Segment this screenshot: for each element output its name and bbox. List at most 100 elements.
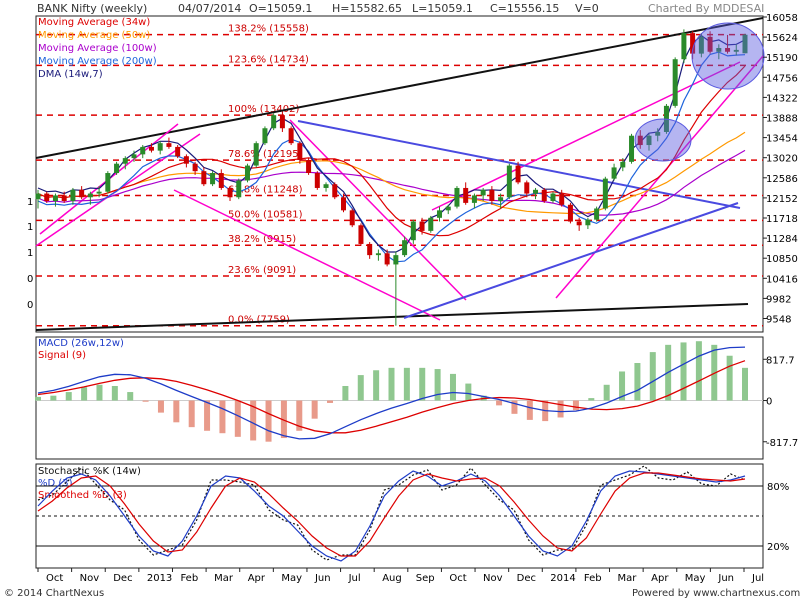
candle-body <box>61 195 67 202</box>
candle-body <box>454 187 460 207</box>
macd-histogram-bar <box>50 395 57 401</box>
macd-histogram-bar <box>434 369 441 401</box>
y-tick-label: 15624 <box>766 33 798 44</box>
macd-histogram-bar <box>496 400 503 406</box>
x-tick-label: 2014 <box>550 573 575 584</box>
ma-legend: Moving Average (34w) Moving Average (50w… <box>38 17 157 80</box>
macd-histogram-bar <box>726 355 733 401</box>
upper-channel-line <box>35 17 764 159</box>
macd-histogram-bar <box>81 387 88 401</box>
candle-body <box>725 48 731 52</box>
macd-histogram-bar <box>742 367 748 401</box>
macd-y-label: 0 <box>766 397 772 408</box>
y-tick-label: 16058 <box>766 13 798 24</box>
x-tick-label: Feb <box>180 573 198 584</box>
footer-copyright: © 2014 ChartNexus <box>4 588 104 599</box>
candle-body <box>594 208 600 220</box>
y-tick-label: 13888 <box>766 114 798 125</box>
candle-body <box>585 219 591 226</box>
candle-body <box>419 221 425 231</box>
x-tick-label: Jul <box>348 573 361 584</box>
header-high: H=15582.65 <box>332 2 402 15</box>
candle-body <box>288 128 294 144</box>
x-tick-label: 2013 <box>147 573 172 584</box>
candle-body <box>340 197 346 211</box>
macd-histogram-bar <box>588 398 595 401</box>
x-tick-label: Apr <box>248 573 266 584</box>
candle-body <box>367 243 373 256</box>
stoch-y-label: 80% <box>767 482 789 493</box>
candle-body <box>244 165 250 181</box>
candle-body <box>375 253 381 256</box>
left-label: 1 <box>27 197 33 208</box>
legend-macd: MACD (26w,12w) <box>38 338 124 349</box>
legend-dma: DMA (14w,7) <box>38 69 103 80</box>
candle-body <box>524 182 530 194</box>
legend-stoch-k: Stochastic %K (14w) <box>38 466 141 477</box>
highlight-ellipse-june <box>691 22 765 90</box>
candle-body <box>35 193 41 200</box>
y-tick-label: 14322 <box>766 93 798 104</box>
candle-body <box>271 115 277 129</box>
macd-histogram-bar <box>373 370 380 401</box>
macd-histogram-bar <box>96 384 103 401</box>
legend-ma200: Moving Average (200w) <box>38 56 157 67</box>
legend-ma50: Moving Average (50w) <box>38 30 150 41</box>
y-tick-label: 11284 <box>766 234 798 245</box>
fib-level-label: 100% (13402) <box>228 104 299 115</box>
macd-panel: MACD (26w,12w) Signal (9) 817.7 0 -817.7 <box>35 338 798 449</box>
candle-body <box>227 187 233 198</box>
macd-histogram-bar <box>403 367 410 401</box>
chart-title: BANK Nifty (weekly) <box>37 2 147 15</box>
macd-histogram-bar <box>265 400 272 442</box>
y-tick-label: 13020 <box>766 154 798 165</box>
candle-body <box>192 163 198 172</box>
macd-y-label: -817.7 <box>766 438 798 449</box>
candle-body <box>498 197 504 202</box>
y-tick-label: 9982 <box>766 294 791 305</box>
candle-body <box>166 143 172 147</box>
ma100-line <box>37 149 746 216</box>
macd-histogram-bar <box>557 400 564 418</box>
stochastic-panel: Stochastic %K (14w) %D (3) Smoothed %D (… <box>36 465 789 562</box>
candle-body <box>87 193 93 198</box>
x-tick-label: Mar <box>214 573 234 584</box>
candle-body <box>742 34 748 54</box>
macd-histogram-bar <box>173 400 180 423</box>
candle-body <box>655 131 661 136</box>
candle-body <box>314 173 320 188</box>
candle-body <box>201 171 207 185</box>
candle-body <box>210 173 216 185</box>
x-tick-label: Jun <box>717 573 734 584</box>
candle-body <box>306 159 312 174</box>
stoch-d-line <box>37 470 746 562</box>
x-tick-label: Mar <box>618 573 638 584</box>
price-panel-frame <box>35 15 764 333</box>
header-low: L=15059.1 <box>412 2 473 15</box>
macd-histogram-bar <box>649 352 656 401</box>
macd-histogram-bar <box>111 385 118 401</box>
candle-body <box>183 156 189 164</box>
x-tick-label: Feb <box>584 573 602 584</box>
candle-body <box>349 210 355 226</box>
time-x-axis: Oct Nov Dec 2013 Feb Mar Apr May Jun Jul Aug Sep Oct… <box>37 568 764 584</box>
candle-body <box>384 253 390 265</box>
candle-body <box>620 161 626 168</box>
x-tick-label: Oct <box>46 573 63 584</box>
candle-body <box>515 165 521 183</box>
macd-histogram-bar <box>142 400 149 402</box>
candle-body <box>393 255 399 265</box>
legend-stoch-d: %D (3) <box>38 478 73 489</box>
fib-level-label: 50.0% (10581) <box>228 209 303 220</box>
fib-level-label: 0.0% (7759) <box>228 315 290 326</box>
candle-body <box>279 115 285 129</box>
x-tick-label: May <box>685 573 706 584</box>
macd-y-label: 817.7 <box>766 355 795 366</box>
left-label: 1 <box>27 222 33 233</box>
macd-histogram-bar <box>219 400 226 434</box>
header-volume: V=0 <box>575 2 599 15</box>
candle-body <box>533 189 539 194</box>
y-tick-label: 15190 <box>766 53 798 64</box>
macd-histogram-bar <box>342 385 349 401</box>
candle-body <box>70 189 76 202</box>
